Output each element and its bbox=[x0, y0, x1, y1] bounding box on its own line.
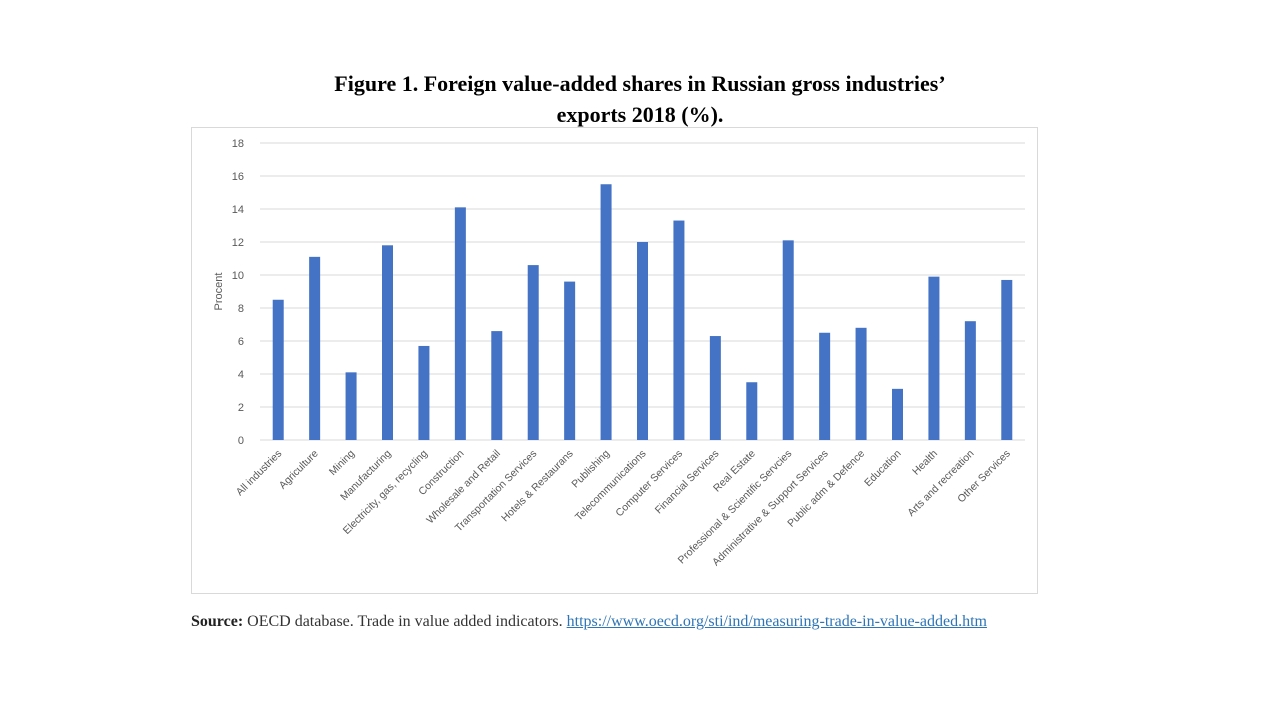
y-tick-label: 12 bbox=[232, 237, 244, 249]
bar bbox=[673, 220, 685, 440]
x-tick-label: Mining bbox=[327, 448, 357, 478]
source-label: Source: bbox=[191, 613, 244, 630]
y-tick-label: 18 bbox=[232, 138, 244, 150]
bar bbox=[272, 299, 284, 440]
bar bbox=[964, 321, 976, 440]
bar bbox=[418, 345, 430, 440]
figure-title-line-1: Figure 1. Foreign value-added shares in … bbox=[334, 71, 946, 96]
bar bbox=[345, 372, 357, 440]
bar bbox=[855, 327, 867, 440]
bar bbox=[928, 276, 940, 440]
bar bbox=[746, 382, 758, 440]
y-tick-label: 14 bbox=[232, 204, 244, 216]
bar bbox=[892, 388, 903, 440]
bar bbox=[382, 245, 393, 440]
figure-title-line-2: exports 2018 (%). bbox=[556, 102, 724, 127]
bar bbox=[454, 207, 466, 440]
source-note: Source: OECD database. Trade in value ad… bbox=[191, 612, 1051, 632]
bar bbox=[1001, 279, 1013, 440]
y-tick-label: 2 bbox=[238, 402, 244, 414]
y-tick-label: 16 bbox=[232, 171, 244, 183]
bar bbox=[637, 242, 648, 440]
y-tick-label: 10 bbox=[232, 270, 244, 282]
x-tick-label: Arts and recreation bbox=[905, 448, 976, 519]
chart-area: 0 2 4 6 8 10 12 14 16 18 All industries Agricultur… bbox=[191, 127, 1038, 594]
source-link[interactable]: https://www.oecd.org/sti/ind/measuring-t… bbox=[566, 613, 987, 630]
x-tick-label: Agriculture bbox=[277, 448, 321, 492]
source-text: OECD database. Trade in value added indi… bbox=[247, 613, 563, 630]
y-axis-label: Procent bbox=[213, 273, 225, 311]
x-tick-label: Hotels & Restaurans bbox=[499, 448, 576, 525]
bars bbox=[272, 184, 1013, 440]
y-tick-label: 6 bbox=[238, 336, 244, 348]
bar bbox=[527, 265, 539, 440]
x-tick-label: Financial Services bbox=[653, 448, 722, 517]
figure-title: Figure 1. Foreign value-added shares in … bbox=[0, 68, 1280, 130]
bar bbox=[564, 281, 576, 440]
bar bbox=[600, 184, 612, 440]
x-tick-label: Education bbox=[862, 448, 904, 490]
x-tick-label: All industries bbox=[234, 448, 285, 499]
y-tick-labels: 0 2 4 6 8 10 12 14 16 18 bbox=[232, 138, 244, 447]
y-tick-label: 8 bbox=[238, 303, 244, 315]
bar bbox=[782, 240, 794, 440]
bar bbox=[709, 336, 721, 440]
bar bbox=[819, 332, 831, 440]
bar bbox=[309, 256, 321, 440]
x-tick-label: Telecommunications bbox=[573, 448, 649, 524]
y-tick-label: 0 bbox=[238, 435, 244, 447]
y-tick-label: 4 bbox=[238, 369, 244, 381]
bar-chart: 0 2 4 6 8 10 12 14 16 18 All industriesAgricultur… bbox=[213, 138, 1025, 569]
x-tick-label: Health bbox=[910, 448, 940, 478]
bar bbox=[491, 331, 503, 440]
x-tick-label: Computer Services bbox=[613, 448, 685, 520]
